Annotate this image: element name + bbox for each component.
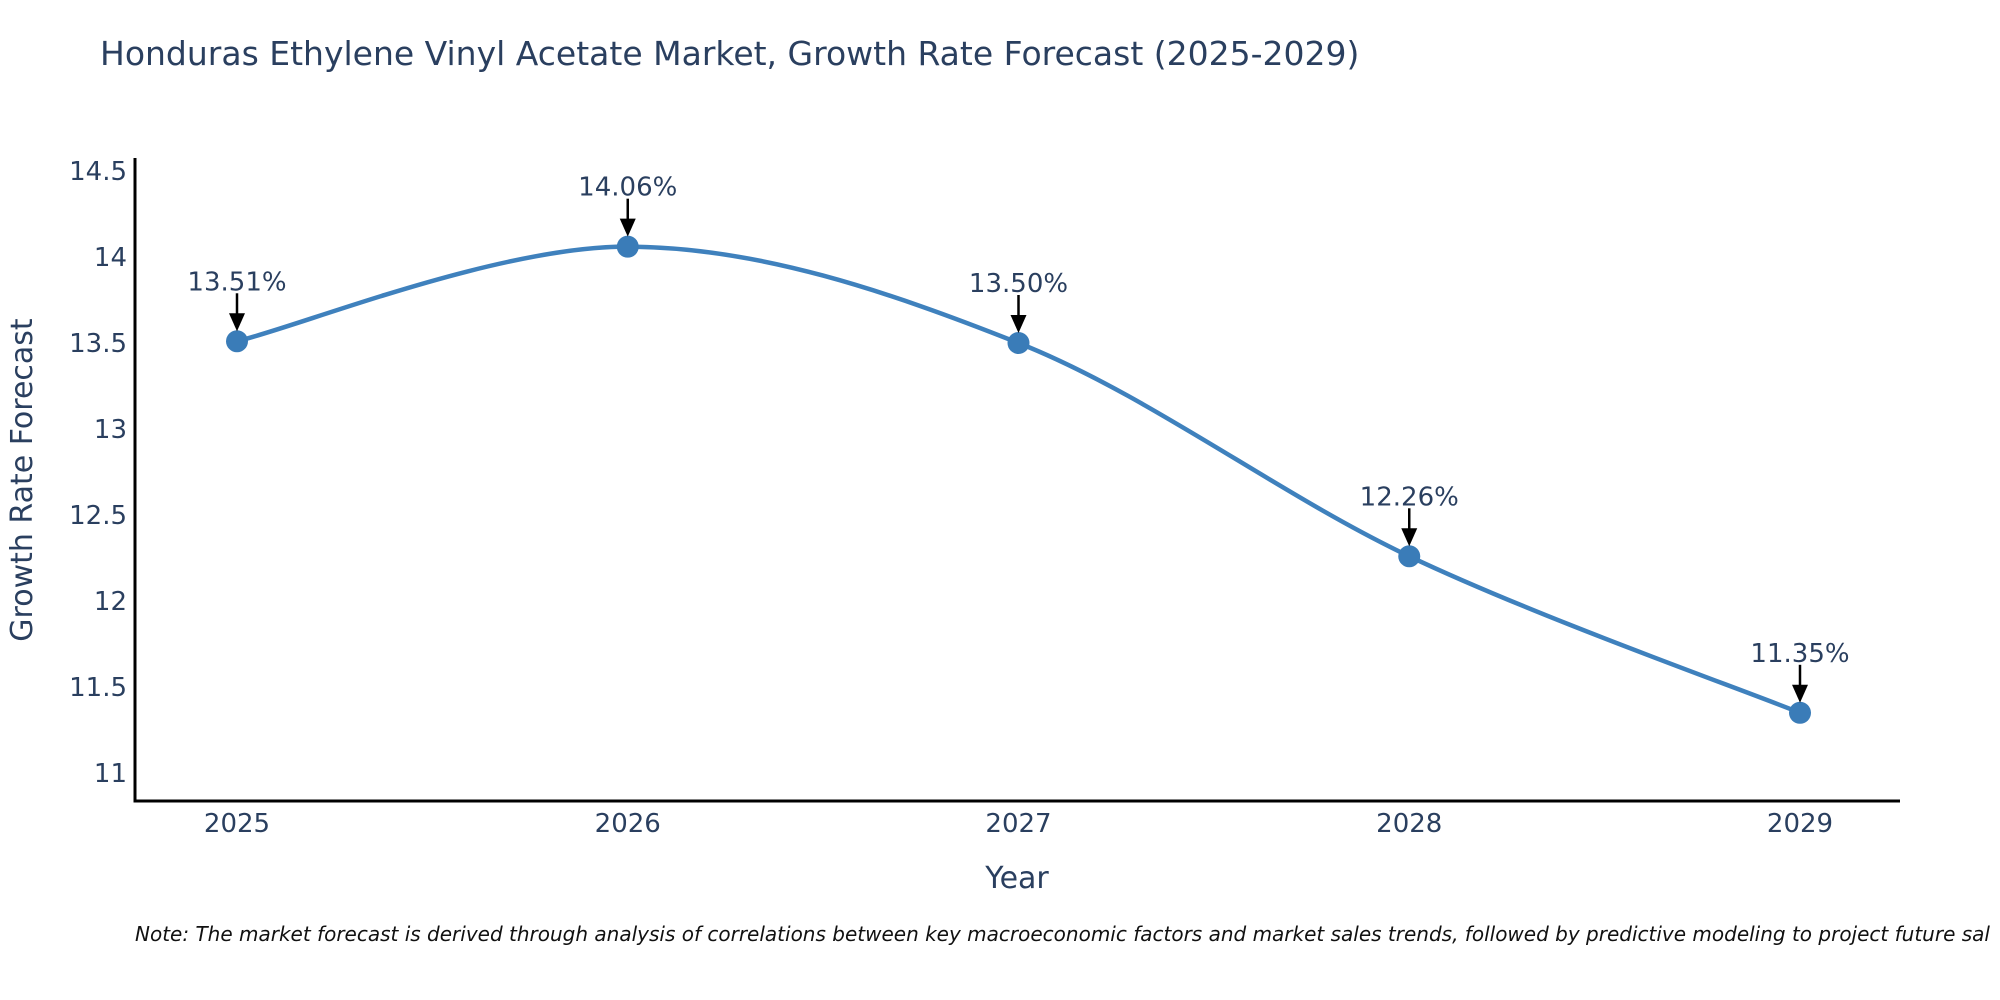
data-point-2029[interactable]	[1789, 701, 1811, 724]
axis-lines	[133, 158, 1900, 803]
point-label: 11.35%	[1750, 639, 1849, 669]
data-point-2025[interactable]	[226, 330, 248, 353]
data-point-2028[interactable]	[1398, 545, 1421, 568]
chart-title: Honduras Ethylene Vinyl Acetate Market, …	[100, 34, 1360, 73]
annotation-arrow-head	[229, 313, 245, 332]
annotation-arrow-head	[1401, 528, 1418, 547]
annotation-arrow-head	[1010, 315, 1027, 333]
y-tick-label: 13	[94, 415, 127, 445]
annotation-arrow-head	[619, 218, 636, 237]
point-label: 13.50%	[969, 269, 1068, 299]
y-axis-tick-labels: 14.5 14 13.5 13 12.5 12 11.5 11	[69, 157, 127, 789]
y-tick-label: 13.5	[69, 329, 127, 359]
y-tick-label: 14	[94, 243, 127, 273]
x-tick-label: 2026	[595, 809, 661, 839]
data-points	[226, 235, 1811, 724]
data-point-2026[interactable]	[616, 235, 639, 258]
footnote: Note: The market forecast is derived thr…	[135, 922, 1990, 946]
point-label: 14.06%	[578, 173, 677, 203]
x-axis-tick-labels: 2025 2026 2027 2028 2029	[204, 809, 1833, 839]
annotation-arrow-head	[1792, 684, 1808, 703]
x-tick-label: 2028	[1376, 809, 1442, 839]
y-axis-title: Growth Rate Forecast	[5, 318, 40, 642]
x-tick-label: 2025	[204, 809, 270, 839]
point-label: 13.51%	[187, 267, 286, 297]
point-label: 12.26%	[1360, 482, 1459, 512]
x-tick-label: 2029	[1767, 809, 1833, 839]
data-point-2027[interactable]	[1007, 332, 1030, 354]
x-tick-label: 2027	[985, 809, 1051, 839]
y-tick-label: 14.5	[69, 157, 127, 187]
x-axis-title: Year	[984, 861, 1049, 896]
y-tick-label: 11	[94, 759, 127, 789]
y-tick-label: 12	[94, 587, 127, 617]
y-tick-label: 12.5	[69, 501, 127, 531]
point-annotations: 13.51% 14.06% 13.50% 12.26% 11.35%	[187, 173, 1850, 703]
y-tick-label: 11.5	[69, 673, 127, 703]
